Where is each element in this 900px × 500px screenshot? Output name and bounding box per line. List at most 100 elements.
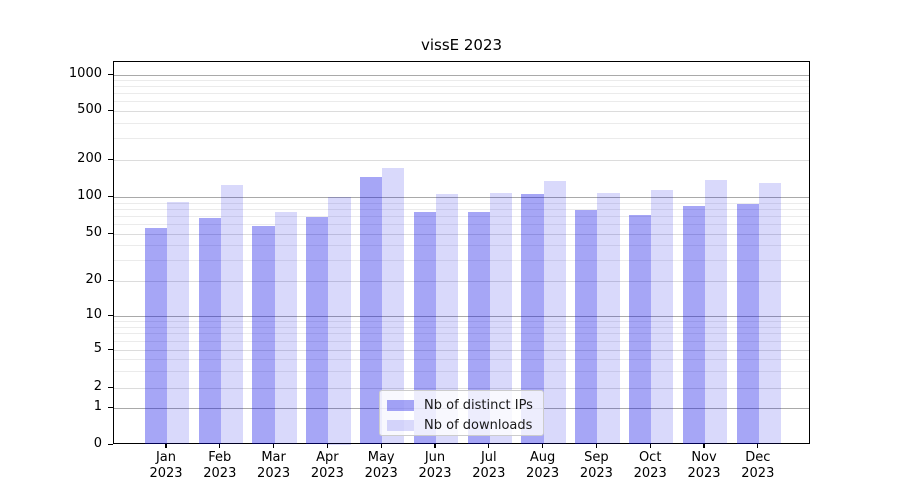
xtick-label-oct: Oct 2023 [633, 450, 667, 481]
bar-downloads-mar [274, 212, 297, 445]
minor-gridline [114, 122, 809, 124]
minor-gridline [114, 245, 809, 247]
bar-distinct-ips-aug [521, 193, 544, 445]
minor-gridline [114, 208, 809, 210]
xtick-label-feb: Feb 2023 [203, 450, 237, 481]
xtick-label-dec: Dec 2023 [741, 450, 775, 481]
xtick-mark [434, 444, 436, 448]
bar-downloads-sep [597, 192, 620, 445]
minor-gridline [114, 371, 809, 373]
legend-label-downloads: Nb of downloads [424, 418, 533, 433]
major-gridline [114, 316, 809, 317]
xtick-mark [165, 444, 167, 448]
ytick-label-20: 20 [85, 272, 102, 287]
bar-distinct-ips-jul [467, 211, 490, 445]
ytick-label-100: 100 [77, 188, 102, 203]
minor-gridline [114, 326, 809, 328]
bar-distinct-ips-feb [198, 217, 221, 445]
bar-distinct-ips-jun [413, 212, 436, 445]
xtick-label-jun: Jun 2023 [418, 450, 452, 481]
minor-gridline [114, 202, 809, 204]
mid-gridline [114, 160, 809, 161]
ytick-mark [108, 159, 113, 161]
bar-distinct-ips-nov [682, 206, 705, 445]
ytick-mark [108, 73, 113, 75]
xtick-mark [757, 444, 759, 448]
xtick-mark [649, 444, 651, 448]
bar-downloads-feb [220, 185, 244, 445]
chart-title: vissE 2023 [420, 36, 503, 54]
bar-distinct-ips-sep [575, 210, 598, 445]
bar-distinct-ips-jan [144, 227, 167, 445]
bar-downloads-dec [758, 182, 782, 445]
legend-row-downloads: Nb of downloads [387, 417, 535, 434]
xtick-mark [488, 444, 490, 448]
xtick-mark [595, 444, 598, 448]
minor-gridline [114, 341, 809, 343]
ytick-label-200: 200 [77, 151, 102, 166]
mid-gridline [114, 234, 809, 235]
bar-distinct-ips-apr [306, 216, 329, 445]
ytick-mark [108, 387, 113, 389]
xtick-label-jan: Jan 2023 [149, 450, 183, 481]
minor-gridline [114, 333, 809, 335]
mid-gridline [114, 388, 809, 389]
xtick-label-sep: Sep 2023 [579, 450, 613, 481]
xtick-mark [326, 444, 329, 448]
legend-row-distinct-ips: Nb of distinct IPs [387, 397, 535, 414]
ytick-label-50: 50 [85, 225, 102, 240]
minor-gridline [114, 101, 809, 103]
ytick-mark [108, 349, 113, 351]
minor-gridline [114, 224, 809, 226]
xtick-label-apr: Apr 2023 [310, 450, 344, 481]
minor-gridline [114, 359, 809, 361]
ytick-label-500: 500 [77, 102, 102, 117]
minor-gridline [114, 321, 809, 323]
xtick-mark [219, 444, 221, 448]
legend: Nb of distinct IPs Nb of downloads [379, 390, 544, 436]
ytick-label-1000: 1000 [68, 65, 102, 81]
bar-downloads-oct [651, 189, 674, 445]
ytick-mark [108, 315, 113, 317]
ytick-mark [108, 233, 113, 235]
minor-gridline [114, 86, 809, 88]
xtick-label-aug: Aug 2023 [526, 450, 560, 481]
bar-downloads-jan [167, 202, 190, 445]
minor-gridline [114, 93, 809, 95]
legend-label-distinct-ips: Nb of distinct IPs [424, 398, 533, 413]
ytick-mark [108, 407, 113, 409]
legend-swatch-downloads [387, 420, 414, 431]
major-gridline [114, 74, 809, 76]
ytick-mark [108, 110, 113, 112]
xtick-mark [380, 444, 382, 448]
plot-area [113, 61, 810, 445]
ytick-label-2: 2 [93, 379, 102, 394]
xtick-mark [272, 444, 275, 448]
xtick-label-jul: Jul 2023 [472, 450, 506, 481]
minor-gridline [114, 80, 809, 82]
minor-gridline [114, 138, 809, 140]
xtick-label-mar: Mar 2023 [257, 450, 291, 481]
mid-gridline [114, 350, 809, 351]
bar-distinct-ips-dec [736, 203, 759, 445]
bar-downloads-jul [489, 192, 513, 445]
bar-downloads-apr [328, 197, 351, 445]
bar-distinct-ips-oct [628, 214, 652, 445]
bar-distinct-ips-may [359, 177, 383, 445]
major-gridline [114, 197, 809, 198]
bar-downloads-aug [543, 180, 566, 445]
minor-gridline [114, 216, 809, 218]
mid-gridline [114, 111, 809, 112]
xtick-label-nov: Nov 2023 [687, 450, 721, 481]
ytick-label-1: 1 [93, 399, 102, 414]
bar-downloads-may [382, 168, 405, 445]
ytick-mark [108, 196, 113, 198]
mid-gridline [114, 281, 809, 282]
bar-downloads-nov [705, 179, 728, 445]
ytick-mark [108, 280, 113, 282]
ytick-mark [108, 443, 113, 445]
xtick-label-may: May 2023 [364, 450, 398, 481]
xtick-mark [703, 444, 705, 448]
ytick-label-5: 5 [93, 341, 102, 356]
